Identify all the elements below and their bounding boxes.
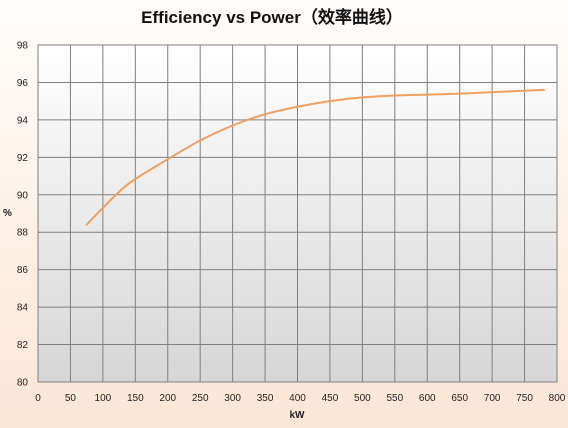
x-tick-label: 300 <box>224 393 241 404</box>
y-tick-label: 88 <box>17 228 29 239</box>
x-tick-label: 550 <box>386 393 403 404</box>
y-tick-label: 80 <box>17 378 29 389</box>
y-tick-label: 90 <box>17 190 29 201</box>
x-tick-label: 600 <box>419 393 436 404</box>
x-tick-label: 350 <box>257 393 274 404</box>
x-tick-label: 250 <box>192 393 209 404</box>
y-tick-label: 82 <box>17 340 29 351</box>
y-tick-label: 98 <box>17 41 29 52</box>
x-tick-label: 0 <box>35 393 41 404</box>
x-tick-label: 450 <box>322 393 339 404</box>
x-axis-ticks: 0 50 100 150 200 250 300 350 400 450 500 550 600 650 7… <box>35 393 566 404</box>
x-axis-label: kW <box>290 410 306 421</box>
x-tick-label: 100 <box>95 393 112 404</box>
x-tick-label: 400 <box>289 393 306 404</box>
x-tick-label: 50 <box>65 393 77 404</box>
y-tick-label: 84 <box>17 303 29 314</box>
x-tick-label: 750 <box>516 393 533 404</box>
x-tick-label: 500 <box>354 393 371 404</box>
y-tick-label: 92 <box>17 153 29 164</box>
x-tick-label: 150 <box>127 393 144 404</box>
x-tick-label: 650 <box>451 393 468 404</box>
y-axis-ticks: 80 82 84 86 88 90 92 94 96 98 <box>17 41 29 389</box>
y-tick-label: 86 <box>17 265 29 276</box>
series-line <box>85 88 546 226</box>
y-tick-label: 94 <box>17 115 29 126</box>
x-tick-label: 200 <box>159 393 176 404</box>
series-layer <box>85 88 546 226</box>
y-axis-label: % <box>3 208 12 219</box>
x-tick-label: 700 <box>484 393 501 404</box>
x-tick-label: 800 <box>549 393 566 404</box>
y-tick-label: 96 <box>17 78 29 89</box>
chart-title: Efficiency vs Power（效率曲线） <box>141 7 403 27</box>
